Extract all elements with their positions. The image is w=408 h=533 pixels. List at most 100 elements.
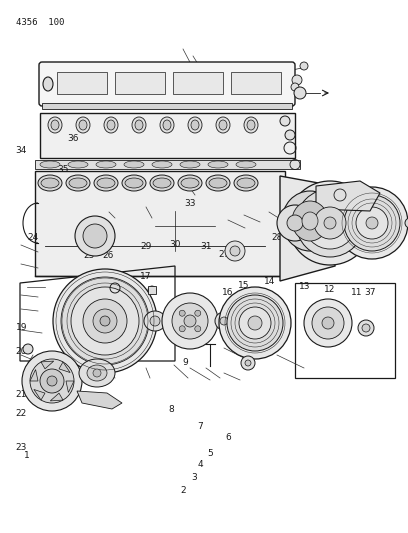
Text: 3: 3 [191, 473, 197, 481]
Ellipse shape [292, 201, 328, 241]
Ellipse shape [215, 312, 233, 330]
Ellipse shape [239, 307, 271, 339]
Text: 35: 35 [58, 165, 69, 174]
Polygon shape [34, 390, 45, 400]
Ellipse shape [312, 307, 344, 339]
Ellipse shape [71, 287, 139, 355]
Ellipse shape [405, 218, 408, 228]
Polygon shape [30, 369, 38, 381]
Ellipse shape [43, 77, 53, 91]
Ellipse shape [181, 178, 199, 188]
Polygon shape [77, 391, 122, 409]
Text: 8: 8 [169, 405, 174, 414]
Ellipse shape [132, 117, 146, 133]
Text: 7: 7 [197, 422, 203, 431]
Ellipse shape [162, 293, 218, 349]
Ellipse shape [148, 286, 156, 294]
Ellipse shape [324, 217, 336, 229]
Ellipse shape [79, 120, 87, 130]
Text: 26: 26 [102, 252, 114, 260]
Ellipse shape [247, 120, 255, 130]
Text: 4: 4 [197, 461, 203, 469]
Ellipse shape [216, 117, 230, 133]
Ellipse shape [230, 246, 240, 256]
Ellipse shape [76, 117, 90, 133]
Ellipse shape [344, 195, 400, 251]
Ellipse shape [153, 178, 171, 188]
Ellipse shape [285, 130, 295, 140]
Text: 21: 21 [16, 390, 27, 399]
Polygon shape [316, 181, 380, 211]
Ellipse shape [122, 175, 146, 191]
Ellipse shape [51, 120, 59, 130]
Text: 9: 9 [183, 358, 188, 367]
Ellipse shape [241, 356, 255, 370]
Ellipse shape [244, 117, 258, 133]
Ellipse shape [83, 299, 127, 343]
Ellipse shape [61, 277, 149, 365]
Ellipse shape [322, 317, 334, 329]
Ellipse shape [336, 187, 408, 259]
Text: 13: 13 [299, 282, 311, 291]
Text: 4356  100: 4356 100 [16, 18, 64, 27]
Ellipse shape [83, 224, 107, 248]
Ellipse shape [191, 120, 199, 130]
Polygon shape [280, 176, 335, 281]
Ellipse shape [225, 241, 245, 261]
Text: 10: 10 [313, 333, 324, 342]
Ellipse shape [152, 161, 172, 168]
Ellipse shape [314, 207, 346, 239]
Ellipse shape [362, 324, 370, 332]
Bar [231, 72, 281, 94]
Ellipse shape [188, 117, 202, 133]
Text: 34: 34 [16, 146, 27, 155]
Ellipse shape [38, 175, 62, 191]
Ellipse shape [220, 317, 228, 325]
Bar [115, 72, 165, 94]
Ellipse shape [30, 359, 74, 403]
FancyBboxPatch shape [39, 62, 295, 106]
Ellipse shape [160, 117, 174, 133]
Ellipse shape [358, 320, 374, 336]
Ellipse shape [69, 178, 87, 188]
Text: 36: 36 [67, 134, 78, 143]
Text: 29: 29 [140, 242, 152, 251]
Bar [40, 113, 295, 158]
Ellipse shape [107, 120, 115, 130]
Bar [35, 160, 300, 169]
Ellipse shape [53, 269, 157, 373]
Ellipse shape [41, 178, 59, 188]
Ellipse shape [125, 178, 143, 188]
Text: 25: 25 [83, 252, 95, 260]
Ellipse shape [47, 376, 57, 386]
Ellipse shape [287, 215, 303, 231]
Ellipse shape [93, 309, 117, 333]
Ellipse shape [68, 161, 88, 168]
Text: 28: 28 [272, 233, 283, 241]
Ellipse shape [180, 161, 200, 168]
Ellipse shape [40, 161, 60, 168]
Ellipse shape [66, 175, 90, 191]
Text: 12: 12 [324, 285, 335, 294]
Ellipse shape [296, 189, 364, 257]
Ellipse shape [179, 310, 185, 316]
Text: 17: 17 [140, 272, 152, 280]
Ellipse shape [97, 178, 115, 188]
Text: 23: 23 [16, 443, 27, 452]
Text: 18: 18 [104, 278, 115, 287]
Ellipse shape [206, 175, 230, 191]
Ellipse shape [135, 120, 143, 130]
Ellipse shape [184, 315, 196, 327]
Text: 30: 30 [169, 240, 180, 248]
Ellipse shape [48, 117, 62, 133]
Ellipse shape [124, 161, 144, 168]
Ellipse shape [150, 175, 174, 191]
Ellipse shape [179, 326, 185, 332]
Text: 15: 15 [238, 281, 250, 289]
Ellipse shape [236, 161, 256, 168]
Ellipse shape [208, 161, 228, 168]
Ellipse shape [75, 216, 115, 256]
Ellipse shape [96, 161, 116, 168]
Text: 2: 2 [181, 486, 186, 495]
Ellipse shape [237, 178, 255, 188]
